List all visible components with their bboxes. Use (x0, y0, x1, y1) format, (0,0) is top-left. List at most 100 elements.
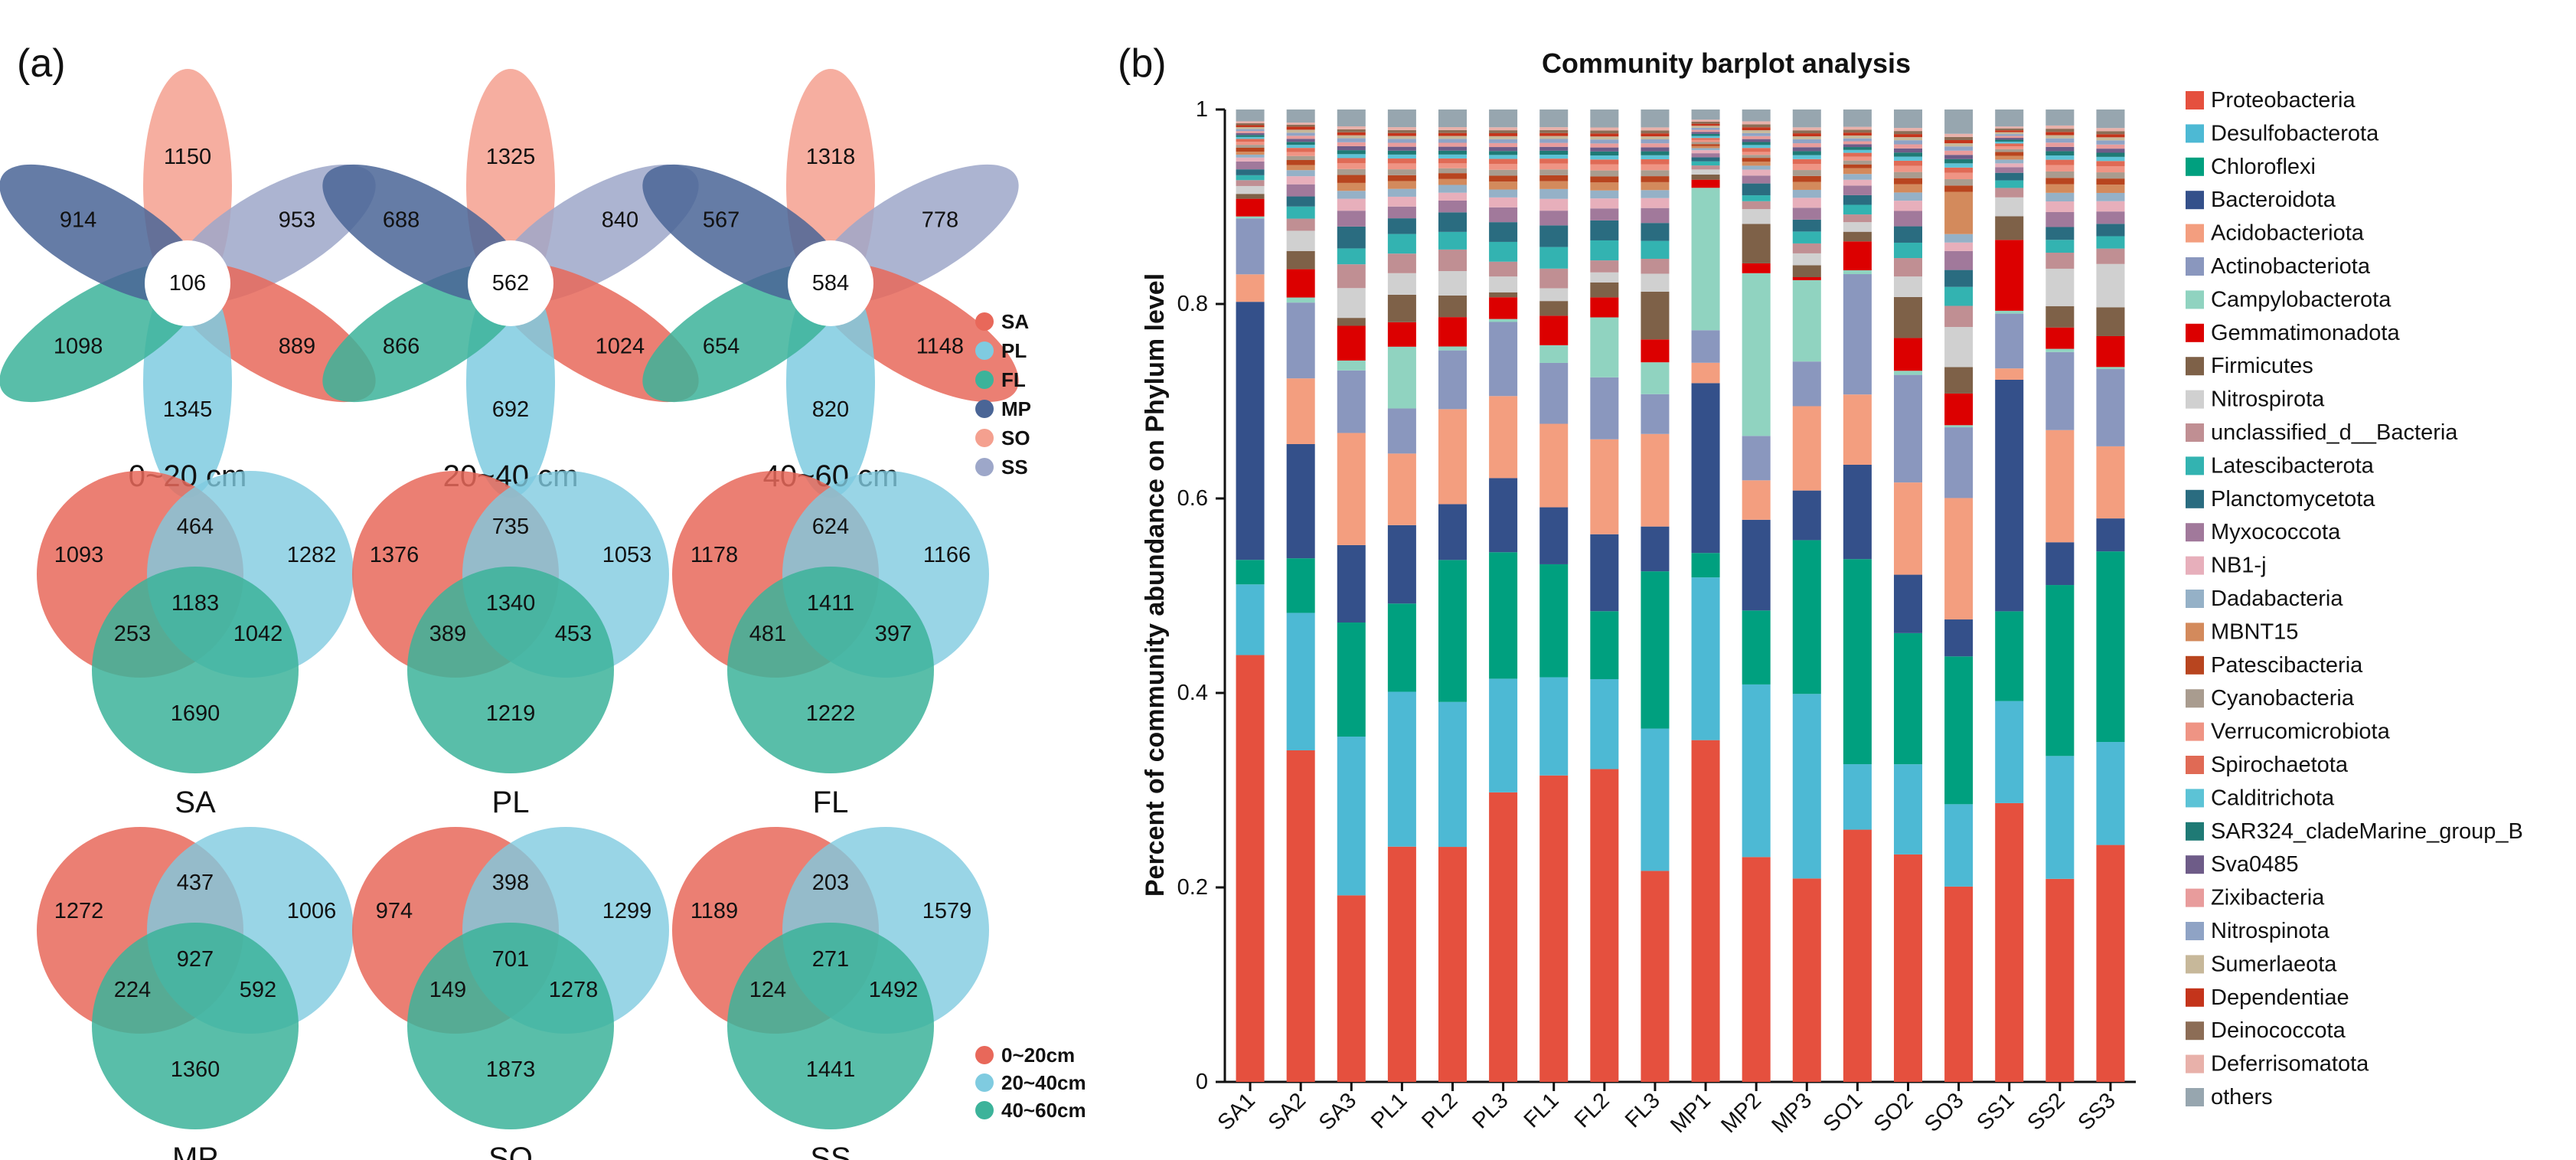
segment-Firmicutes (1590, 282, 1619, 298)
segment-Gemmatimonadota (1236, 198, 1265, 217)
venn-b-only: 1053 (602, 543, 652, 567)
venn-abc: 1411 (807, 591, 854, 616)
venn-abc: 927 (177, 947, 214, 972)
legend-label-Sumerlaeota: Sumerlaeota (2211, 952, 2337, 976)
segment-Calditrichota (1641, 155, 1670, 159)
segment-Spirochaetota (1286, 148, 1315, 152)
segment-Sva0485 (2096, 149, 2125, 153)
venn-c-only: 1690 (171, 701, 220, 726)
segment-Planctomycetota (1387, 218, 1416, 234)
segment-Patescibacteria (1792, 175, 1821, 182)
segment-Patescibacteria (1590, 176, 1619, 183)
segment-others (1742, 109, 1771, 122)
segment-NB1-j (1590, 198, 1619, 209)
venn-FL: 1178 624 1166 1411 481 397 1222 FL (672, 471, 989, 819)
segment-Chloroflexi (1742, 610, 1771, 685)
segment-Deinococcota (1539, 129, 1569, 133)
segment-MBNT15 (1236, 152, 1265, 155)
segment-others (1641, 109, 1670, 128)
segment-NB1-j (2096, 201, 2125, 212)
segment-Actinobacteriota (1995, 313, 2024, 369)
segment-Bacteroidota (1387, 524, 1416, 604)
segment-Cyanobacteria (1792, 170, 1821, 176)
segment-MBNT15 (1691, 145, 1720, 149)
segment-Gemmatimonadota (1489, 297, 1518, 319)
segment-Latescibacterota (1236, 175, 1265, 181)
venn-b-only: 1579 (922, 899, 972, 923)
segment-Proteobacteria (1590, 769, 1619, 1082)
segment-Actinobacteriota (1438, 350, 1468, 410)
flower-legend: SA PL FL MP SO SS (975, 310, 1031, 479)
petal-value-SO: 1325 (486, 145, 536, 169)
bar-MP1 (1691, 109, 1720, 1082)
segment-others (1893, 109, 1923, 129)
segment-MBNT15 (2045, 184, 2075, 193)
legend-swatch-Sva0485 (2186, 855, 2204, 874)
segment-MBNT15 (1438, 178, 1468, 185)
segment-Planctomycetota (1590, 220, 1619, 240)
segment-Latescibacterota (1944, 286, 1974, 306)
segment-unclassified_d__Bacteria (2096, 248, 2125, 264)
segment-Nitrospirota (1539, 288, 1569, 302)
segment-Verrucomicrobiota (1893, 165, 1923, 172)
segment-Chloroflexi (1893, 632, 1923, 765)
legend-label-unclassified_d__Bacteria: unclassified_d__Bacteria (2211, 420, 2458, 445)
segment-Calditrichota (1691, 136, 1720, 139)
segment-Dadabacteria (1337, 191, 1366, 199)
segment-Dadabacteria (1539, 188, 1569, 199)
segment-SAR324_cladeMarine_group_B (1792, 151, 1821, 155)
x-tick-label: SA2 (1264, 1088, 1311, 1135)
venn-legend-label-2: 20~40cm (1001, 1071, 1086, 1094)
venn-ac: 481 (749, 622, 786, 646)
segment-Verrucomicrobiota (1539, 163, 1569, 170)
segment-Dadabacteria (1236, 154, 1265, 158)
segment-unclassified_d__Bacteria (1236, 180, 1265, 186)
segment-Desulfobacterota (1742, 684, 1771, 858)
segment-Proteobacteria (1387, 846, 1416, 1082)
x-tick-label: MP1 (1666, 1088, 1716, 1138)
segment-Acidobacteriota (1995, 368, 2024, 380)
flower-center (788, 240, 873, 326)
segment-unclassified_d__Bacteria (1641, 258, 1670, 274)
segment-Firmicutes (1641, 291, 1670, 340)
segment-MBNT15 (1742, 162, 1771, 166)
legend-label-Deinococcota: Deinococcota (2211, 1018, 2346, 1043)
segment-Spirochaetota (1792, 158, 1821, 165)
venn-c-only: 1360 (171, 1057, 220, 1082)
flower-center (468, 240, 553, 326)
segment-Dadabacteria (1489, 189, 1518, 198)
segment-Deinococcota (1944, 136, 1974, 140)
segment-Deinococcota (1438, 129, 1468, 133)
segment-Zixibacteria (1539, 142, 1569, 147)
venn-c-only: 1873 (486, 1057, 536, 1082)
segment-Chloroflexi (1691, 553, 1720, 578)
petal-value-FL: 1098 (54, 335, 103, 359)
segment-Myxococcota (1691, 153, 1720, 158)
segment-Spirochaetota (1438, 158, 1468, 164)
segment-Gemmatimonadota (1286, 269, 1315, 298)
segment-Dependentiae (1893, 134, 1923, 138)
segment-Firmicutes (1236, 194, 1265, 199)
segment-Dadabacteria (1691, 148, 1720, 151)
venn-bc: 1278 (549, 978, 599, 1002)
segment-Firmicutes (1944, 367, 1974, 394)
x-tick-label: PL3 (1468, 1088, 1513, 1133)
legend-label-Nitrospirota: Nitrospirota (2211, 387, 2325, 412)
venn-caption: MP (172, 1142, 218, 1160)
petal-value-PL: 1345 (163, 397, 213, 422)
segment-Dependentiae (1286, 126, 1315, 130)
legend-label-FL: FL (1001, 368, 1026, 391)
segment-Gemmatimonadota (1387, 322, 1416, 347)
segment-Cyanobacteria (1286, 155, 1315, 161)
segment-Campylobacterota (1742, 273, 1771, 436)
segment-Spirochaetota (1893, 160, 1923, 166)
segment-Cyanobacteria (1337, 168, 1366, 175)
segment-SAR324_cladeMarine_group_B (1691, 133, 1720, 136)
segment-Nitrospinota (1286, 132, 1315, 136)
legend-swatch-Bacteroidota (2186, 191, 2204, 210)
segment-Campylobacterota (1539, 345, 1569, 363)
segment-Campylobacterota (1286, 297, 1315, 303)
segment-Cyanobacteria (2045, 171, 2075, 178)
segment-SAR324_cladeMarine_group_B (1387, 150, 1416, 155)
